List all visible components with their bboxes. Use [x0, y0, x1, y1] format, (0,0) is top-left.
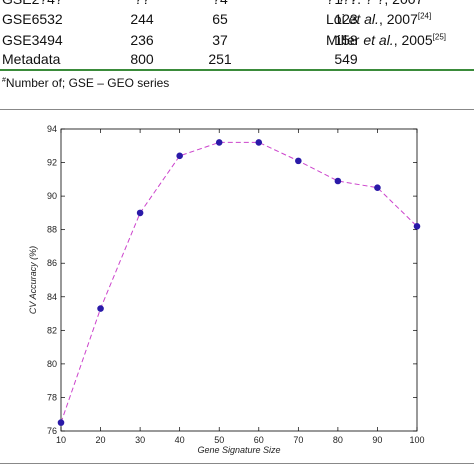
y-tick-label: 78	[47, 392, 57, 402]
y-tick-label: 76	[47, 426, 57, 436]
x-tick-label: 80	[333, 435, 343, 445]
y-axis-label: CV Accuracy (%)	[28, 246, 38, 314]
table-cell: 65	[212, 11, 228, 27]
data-point	[136, 209, 144, 217]
table-row: GSE6532 244 65 123 Loi et al., 2007[24]	[0, 8, 474, 30]
data-point	[176, 152, 183, 160]
footnote-mark: #	[2, 77, 6, 84]
data-table: GSE2?4? ?? ?4 1?? ? ? ?. ? ?, 2007 GSE65…	[0, 0, 474, 100]
table-cell: Metadata	[2, 51, 61, 67]
table-row: Metadata 800 251 549	[0, 48, 474, 70]
ref-citation: [25]	[432, 32, 446, 42]
figure-border-top	[0, 109, 474, 110]
y-tick-label: 92	[47, 158, 57, 168]
table-cell: 236	[130, 32, 154, 48]
table-row: GSE2?4? ?? ?4 1?? ? ? ?. ? ?, 2007	[0, 0, 474, 10]
table-cell: 251	[208, 51, 232, 67]
x-tick-label: 20	[96, 435, 106, 445]
x-tick-label: 40	[175, 435, 185, 445]
table-footnote: #Number of; GSE – GEO series	[2, 76, 169, 90]
x-tick-label: 60	[254, 435, 264, 445]
y-tick-label: 80	[47, 359, 57, 369]
ref-author: Loi	[326, 11, 345, 27]
y-tick-label: 90	[47, 191, 57, 201]
data-point	[215, 139, 223, 146]
ref-author: Miller	[326, 32, 364, 48]
x-tick-label: 90	[372, 435, 382, 445]
x-tick-label: 30	[135, 435, 145, 445]
plot-frame	[60, 128, 418, 432]
y-tick-label: 94	[47, 124, 57, 134]
table-cell: 37	[212, 32, 228, 48]
ref-year: , 2005	[393, 32, 433, 48]
line-chart: 10 20 30 40 50 60 70 80 90 100 76 78 80 82 84 86 88 90 92 9…	[28, 124, 425, 455]
table-cell-reference: Miller et al., 2005[25]	[326, 29, 446, 51]
table-bottom-rule	[0, 69, 474, 71]
table-cell: 244	[130, 11, 154, 27]
footnote-text: Number of; GSE – GEO series	[5, 76, 170, 90]
table-cell: ??	[102, 0, 182, 10]
table-cell: GSE6532	[2, 11, 63, 27]
table-cell: GSE3494	[2, 32, 63, 48]
x-tick-label: 10	[56, 435, 66, 445]
ref-year: , 2007	[378, 11, 418, 27]
data-point	[374, 184, 381, 192]
table-cell: 123	[334, 11, 358, 27]
y-tick-label: 82	[47, 325, 57, 335]
table-cell-reference: ? ? ?. ? ?, 2007	[326, 0, 423, 10]
x-tick-label: 50	[214, 435, 224, 445]
table-cell: 549	[334, 51, 358, 67]
figure-border-bottom	[0, 463, 474, 464]
data-point	[295, 157, 302, 165]
data-point	[57, 419, 65, 426]
table-cell: ?4	[175, 0, 265, 10]
table-cell-reference: Loi et al., 2007[24]	[326, 8, 431, 30]
y-tick-label: 84	[47, 292, 57, 302]
table-cell: 158	[334, 32, 358, 48]
series-line	[60, 141, 418, 423]
x-axis-label: Gene Signature Size	[197, 445, 280, 455]
data-point	[413, 223, 421, 230]
table-cell: 800	[130, 51, 154, 67]
data-point	[255, 139, 263, 146]
x-tick-label: 70	[293, 435, 303, 445]
chart-axes: 10 20 30 40 50 60 70 80 90 100 76 78 80 82 84 86 88 90 92 9…	[47, 124, 425, 445]
ref-citation: [24]	[417, 11, 432, 21]
table-cell: 1??	[306, 0, 386, 10]
y-tick-label: 86	[47, 258, 57, 268]
chart-series	[57, 139, 421, 426]
data-point	[334, 177, 342, 185]
table-row: GSE3494 236 37 158 Miller et al., 2005[2…	[0, 29, 474, 51]
table-cell: GSE2?4?	[2, 0, 63, 10]
ref-etal: et al.	[348, 11, 379, 27]
data-point	[97, 305, 104, 312]
x-tick-label: 100	[409, 435, 424, 445]
y-tick-label: 88	[47, 225, 57, 235]
ref-etal: et al.	[363, 32, 394, 48]
